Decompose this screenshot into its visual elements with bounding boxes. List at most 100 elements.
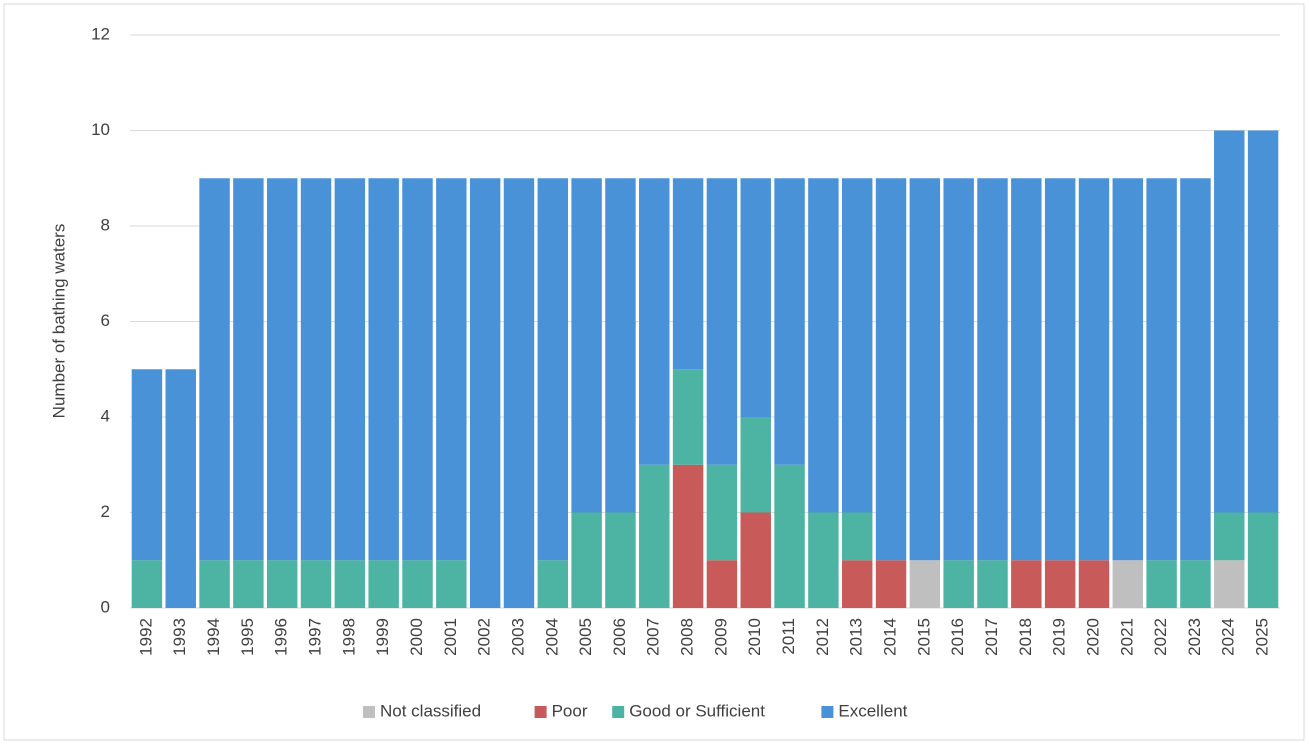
x-tick-label: 2025 [1253, 618, 1272, 656]
x-tick-label: 2001 [441, 618, 460, 656]
x-tick-label: 2006 [610, 618, 629, 656]
bar-segment [1214, 130, 1245, 513]
x-tick-label: 2010 [745, 618, 764, 656]
y-tick-label: 10 [91, 120, 110, 139]
bar-segment [1044, 178, 1076, 561]
x-tick-label: 2016 [948, 618, 967, 656]
bar-segment [334, 560, 366, 608]
legend-label: Poor [552, 701, 588, 720]
bar-segment [1044, 560, 1076, 608]
bar-segment [706, 464, 738, 561]
bar-segment [672, 369, 704, 465]
x-tick-label: 2017 [982, 618, 1001, 656]
bar-segment [605, 178, 636, 513]
bar-segment [368, 560, 399, 608]
bar-segment [672, 464, 704, 608]
bar-segment [808, 178, 839, 513]
bar-segment [1214, 560, 1245, 608]
bar-segment [436, 178, 467, 561]
x-tick-label: 2023 [1185, 618, 1204, 656]
bar-segment [368, 178, 399, 561]
x-tick-label: 2005 [576, 618, 595, 656]
x-tick-label: 2012 [813, 618, 832, 656]
bar-segment [841, 178, 873, 513]
x-tick-label: 1992 [136, 618, 155, 656]
bar-segment [841, 512, 873, 561]
bar-segment [131, 560, 163, 608]
bar-segment [639, 464, 670, 608]
bar-segment [774, 178, 805, 465]
bar-segment [1247, 512, 1279, 608]
y-tick-label: 6 [101, 311, 110, 330]
bar-segment [300, 560, 332, 608]
bar-segment [1180, 178, 1211, 561]
x-tick-label: 2015 [914, 618, 933, 656]
bar-segment [266, 178, 298, 561]
bar-segment [1011, 560, 1042, 608]
y-tick-label: 12 [91, 24, 110, 43]
y-tick-label: 4 [101, 406, 110, 425]
x-tick-label: 2018 [1016, 618, 1035, 656]
bar-segment [1078, 560, 1110, 608]
legend-swatch [363, 706, 375, 718]
x-tick-label: 2022 [1151, 618, 1170, 656]
bar-segment [740, 417, 771, 513]
x-tick-label: 2009 [711, 618, 730, 656]
bar-segment [402, 178, 433, 561]
x-tick-label: 1999 [373, 618, 392, 656]
x-tick-label: 1996 [272, 618, 291, 656]
bar-segment [977, 560, 1008, 608]
bar-segment [605, 512, 636, 608]
bar-segment [1112, 178, 1144, 561]
x-tick-label: 2024 [1219, 618, 1238, 656]
bar-segment [706, 178, 738, 465]
bar-segment [300, 178, 332, 561]
bar-segment [841, 560, 873, 608]
bar-segment [875, 560, 907, 608]
x-tick-label: 2004 [542, 618, 561, 656]
bar-segment [1214, 512, 1245, 561]
bar-segment [943, 560, 974, 608]
bar-segment [469, 178, 501, 608]
bar-segment [943, 178, 974, 561]
bar-segment [808, 512, 839, 608]
x-tick-label: 2007 [644, 618, 663, 656]
bar-segment [1146, 560, 1177, 608]
bar-segment [672, 178, 704, 370]
x-tick-label: 2020 [1083, 618, 1102, 656]
bar-segment [571, 178, 602, 513]
x-tick-label: 1995 [238, 618, 257, 656]
bar-segment [233, 560, 264, 608]
x-tick-label: 1998 [339, 618, 358, 656]
x-tick-label: 2013 [847, 618, 866, 656]
x-tick-label: 1997 [306, 618, 325, 656]
bar-segment [199, 560, 230, 608]
x-tick-label: 2021 [1117, 618, 1136, 656]
bar-segment [909, 560, 941, 608]
bar-segment [639, 178, 670, 465]
bar-segment [1146, 178, 1177, 561]
bar-segment [1011, 178, 1042, 561]
x-tick-label: 2002 [475, 618, 494, 656]
legend-label: Not classified [380, 701, 481, 720]
bar-segment [977, 178, 1008, 561]
legend-label: Excellent [838, 701, 907, 720]
x-tick-label: 2019 [1050, 618, 1069, 656]
x-tick-label: 1994 [204, 618, 223, 656]
bar-segment [537, 560, 569, 608]
bar-segment [740, 512, 771, 608]
y-tick-label: 8 [101, 215, 110, 234]
bar-segment [436, 560, 467, 608]
bar-segment [266, 560, 298, 608]
bar-segment [199, 178, 230, 561]
bar-segment [740, 178, 771, 417]
bar-segment [571, 512, 602, 608]
x-tick-label: 2000 [407, 618, 426, 656]
x-tick-label: 2008 [678, 618, 697, 656]
legend-label: Good or Sufficient [629, 701, 765, 720]
bar-segment [1112, 560, 1144, 608]
bar-segment [909, 178, 941, 561]
x-tick-label: 2003 [508, 618, 527, 656]
bar-segment [875, 178, 907, 561]
